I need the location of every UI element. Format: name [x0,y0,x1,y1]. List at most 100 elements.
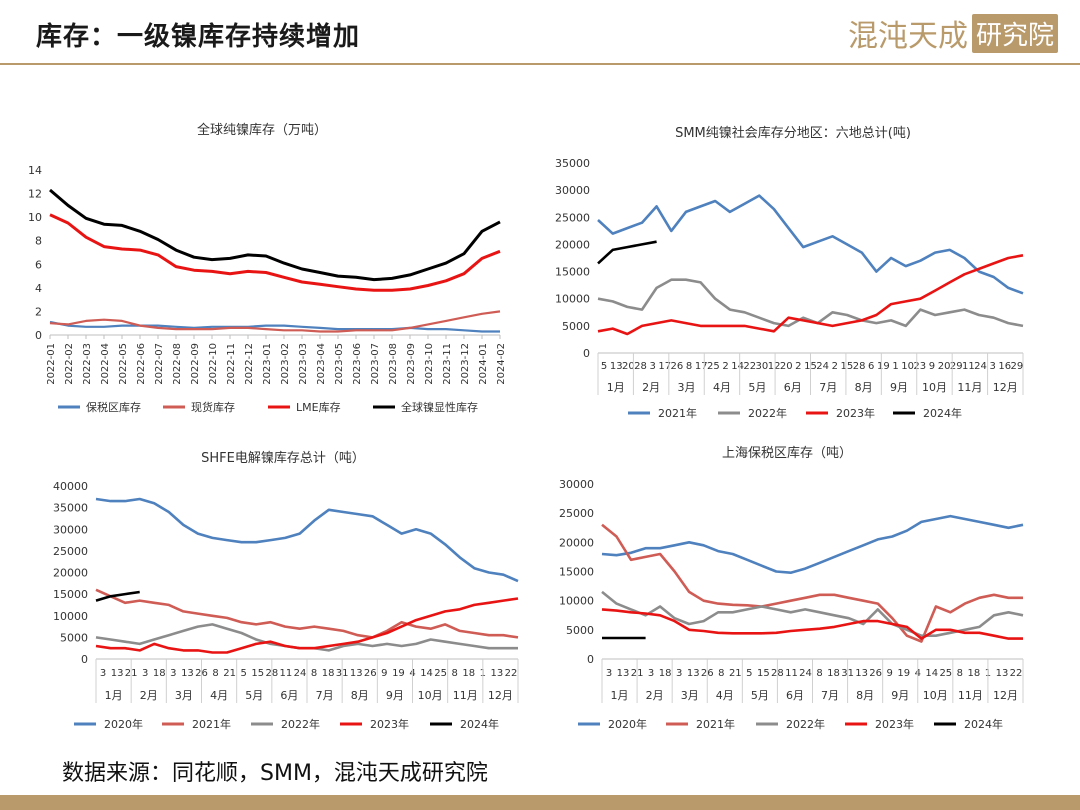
shfe-legend-label: 2023年 [370,717,409,731]
shfe-month-label: 4月 [210,689,228,702]
smm-month-label: 6月 [784,381,802,394]
shfe-month-label: 6月 [280,689,298,702]
shfe-ytick-label: 20000 [53,567,88,580]
smm-ytick-label: 35000 [555,157,590,170]
shfe-xtick-label: 8 [212,668,218,679]
shfe-month-label: 3月 [175,689,193,702]
smm-xtick-label: 30 [756,361,769,372]
shfe-ytick-label: 30000 [53,523,88,536]
smm-ytick-label: 10000 [555,293,590,306]
global-xtick-label: 2022-03 [82,343,93,385]
smm-xtick-label: 15 [841,361,854,372]
global-series-line [49,213,501,292]
global-ytick-label: 10 [28,211,42,224]
smm-month-label: 3月 [678,381,696,394]
smm-legend-label: 2024年 [923,406,962,420]
smm-xtick-label: 13 [610,361,623,372]
bonded-month-label: 6月 [786,689,804,702]
bonded-xtick-label: 15 [757,668,770,679]
smm-xtick-label: 29 [1011,361,1024,372]
smm-series-line [597,240,657,265]
global-xtick-label: 2022-11 [226,343,237,385]
bonded-legend-label: 2023年 [875,717,914,731]
smm-xtick-label: 2 [795,361,801,372]
bonded-xtick-label: 13 [855,668,868,679]
smm-xtick-label: 16 [998,361,1011,372]
smm-xtick-label: 20 [938,361,951,372]
bonded-ytick-label: 5000 [566,624,594,637]
smm-title: SMM纯镍社会库存分地区：六地总计(吨) [675,125,911,141]
bonded-month-label: 3月 [681,689,699,702]
smm-xtick-label: 3 [989,361,995,372]
brand-name: 混沌天成 [847,19,968,54]
global-xtick-label: 2022-07 [154,343,165,385]
smm-ytick-label: 5000 [562,320,590,333]
shfe-ytick-label: 0 [81,653,88,666]
footer-bar [0,795,1080,810]
global-xtick-label: 2022-05 [118,343,129,385]
global-xtick-label: 2023-05 [334,343,345,385]
global-xtick-label: 2024-02 [496,343,507,385]
shfe-legend-label: 2022年 [281,717,320,731]
bonded-ytick-label: 0 [587,653,594,666]
shfe-month-label: 10月 [418,689,443,702]
shfe-ytick-label: 40000 [53,480,88,493]
bonded-month-label: 7月 [821,689,839,702]
shfe-legend-label: 2024年 [460,717,499,731]
bonded-xtick-label: 11 [785,668,798,679]
smm-xtick-label: 3 [649,361,655,372]
bonded-xtick-label: 18 [659,668,672,679]
bonded-legend-label: 2024年 [964,717,1003,731]
shfe-series-line [95,588,519,639]
bonded-series-line [601,523,1023,643]
smm-ytick-label: 25000 [555,211,590,224]
shfe-ytick-label: 35000 [53,502,88,515]
bonded-legend-label: 2021年 [696,717,735,731]
smm-ytick-label: 20000 [555,238,590,251]
bonded-series-line [601,608,1023,640]
global-series-line [49,188,501,282]
smm-xtick-label: 17 [658,361,671,372]
bonded-series-line [601,514,1024,575]
global-legend-label: 现货库存 [191,400,235,414]
smm-xtick-label: 23 [913,361,926,372]
global-title: 全球纯镍库存（万吨） [197,122,327,138]
shfe-month-label: 5月 [245,689,263,702]
smm-legend-label: 2023年 [836,406,875,420]
smm-xtick-label: 19 [877,361,890,372]
global-xtick-label: 2023-11 [442,343,453,385]
smm-xtick-label: 12 [768,361,781,372]
shfe-month-label: 9月 [386,689,404,702]
smm-xtick-label: 8 [686,361,692,372]
bonded-xtick-label: 18 [968,668,981,679]
global-xtick-label: 2023-06 [352,343,363,385]
smm-xtick-label: 14 [731,361,744,372]
bonded-xtick-label: 3 [648,668,654,679]
global-xtick-label: 2022-01 [46,343,57,385]
smm-xtick-label: 24 [816,361,829,372]
global-xtick-label: 2023-08 [388,343,399,385]
smm-xtick-label: 2 [832,361,838,372]
smm-legend-label: 2021年 [658,406,697,420]
bonded-xtick-label: 14 [925,668,938,679]
shfe-xtick-label: 15 [251,668,264,679]
global-ytick-label: 8 [35,235,42,248]
bonded-xtick-label: 9 [886,668,892,679]
bonded-xtick-label: 5 [746,668,752,679]
shfe-series-line [95,590,140,602]
global-series-line [49,310,501,333]
smm-month-label: 12月 [993,381,1018,394]
global-xtick-label: 2023-09 [406,343,417,385]
smm-xtick-label: 20 [622,361,635,372]
shfe-ytick-label: 10000 [53,610,88,623]
smm-month-label: 10月 [922,381,947,394]
shfe-month-label: 11月 [453,689,478,702]
shfe-xtick-label: 21 [223,668,236,679]
global-xtick-label: 2022-12 [244,343,255,385]
shfe-xtick-label: 3 [142,668,148,679]
global-ytick-label: 12 [28,188,42,201]
shfe-xtick-label: 13 [111,668,124,679]
